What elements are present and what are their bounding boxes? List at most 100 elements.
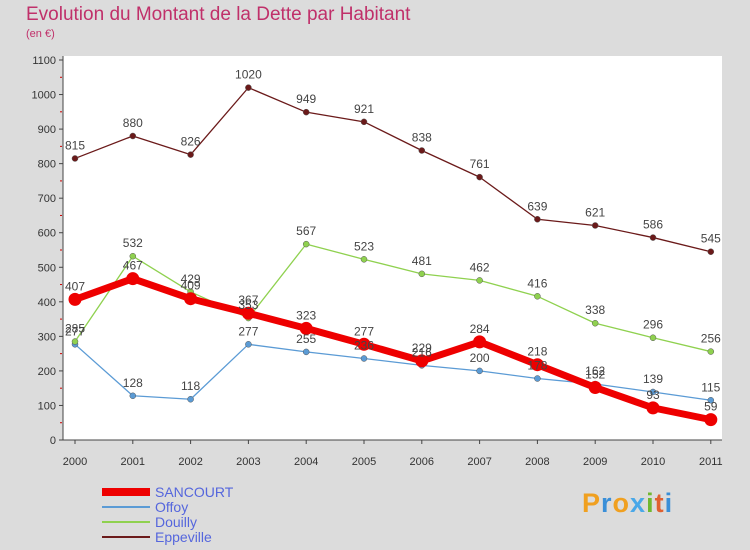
data-point-douilly (534, 293, 541, 300)
y-tick-label: 500 (38, 262, 56, 274)
series-line-sancourt (73, 275, 712, 424)
data-point-eppeville (302, 108, 310, 116)
data-point-douilly (129, 252, 137, 260)
data-point-offoy (187, 395, 194, 403)
y-tick-label: 0 (50, 435, 56, 447)
data-point-eppeville (591, 222, 599, 229)
data-label-douilly: 338 (585, 303, 605, 317)
data-label-eppeville: 586 (643, 218, 663, 232)
plot-background (63, 56, 722, 440)
y-tick-label: 1000 (32, 90, 56, 102)
data-label-eppeville: 639 (527, 199, 547, 213)
data-label-sancourt: 93 (646, 388, 660, 402)
data-point-eppeville (534, 216, 541, 223)
data-label-offoy: 118 (181, 379, 200, 393)
data-point-sancourt (704, 413, 718, 427)
data-point-sancourt (473, 335, 487, 349)
data-point-sancourt (184, 292, 198, 306)
data-point-offoy (129, 392, 137, 400)
data-label-eppeville: 880 (123, 116, 143, 130)
data-label-eppeville: 1020 (235, 68, 262, 82)
data-point-eppeville (707, 248, 715, 255)
series-line-offoy (74, 343, 711, 401)
data-label-douilly: 429 (181, 272, 201, 286)
data-label-offoy: 277 (238, 324, 258, 338)
chart-title: Evolution du Montant de la Dette par Hab… (26, 4, 411, 25)
data-point-eppeville (476, 173, 483, 181)
data-label-sancourt: 59 (704, 400, 718, 414)
data-label-sancourt: 323 (296, 308, 316, 322)
data-label-sancourt: 277 (354, 324, 374, 338)
x-tick-label: 2001 (121, 456, 145, 468)
x-tick-label: 2009 (583, 456, 607, 468)
data-label-sancourt: 229 (412, 341, 432, 355)
data-point-eppeville (360, 118, 368, 126)
data-label-sancourt: 152 (585, 367, 605, 381)
y-tick-label: 1100 (32, 55, 56, 67)
series-line-douilly (74, 243, 711, 353)
data-label-douilly: 567 (296, 224, 316, 238)
data-label-douilly: 296 (643, 318, 663, 332)
data-point-douilly (591, 319, 599, 327)
x-tick-label: 2002 (178, 456, 202, 468)
data-label-sancourt: 407 (65, 279, 85, 293)
data-label-offoy: 178 (527, 359, 547, 373)
x-tick-label: 2008 (525, 456, 549, 468)
y-tick-label: 100 (38, 400, 56, 412)
data-label-eppeville: 815 (65, 138, 85, 152)
data-label-eppeville: 949 (296, 92, 316, 106)
data-label-offoy: 277 (65, 324, 85, 338)
data-point-douilly (71, 338, 79, 345)
data-point-douilly (649, 334, 657, 341)
proxiti-logo: Proxiti (582, 488, 674, 518)
data-point-douilly (302, 240, 310, 248)
y-tick-label: 800 (38, 159, 56, 171)
data-label-offoy: 200 (470, 351, 490, 365)
legend-label-sancourt: SANCOURT (155, 484, 234, 500)
data-point-sancourt (68, 292, 82, 306)
data-point-eppeville (71, 155, 79, 162)
data-label-sancourt: 409 (181, 279, 201, 293)
data-point-sancourt (299, 321, 313, 335)
data-point-sancourt (241, 306, 255, 320)
y-tick-label: 900 (38, 124, 56, 136)
data-label-eppeville: 838 (412, 131, 432, 145)
x-tick-label: 2004 (294, 456, 318, 468)
data-label-sancourt: 367 (238, 293, 258, 307)
data-label-douilly: 523 (354, 239, 374, 253)
series-line-eppeville (74, 86, 711, 253)
data-point-offoy (245, 341, 252, 348)
data-point-eppeville (187, 151, 194, 158)
data-label-eppeville: 826 (181, 135, 201, 149)
data-label-offoy: 139 (643, 372, 663, 386)
x-tick-label: 2010 (641, 456, 665, 468)
data-label-sancourt: 467 (123, 259, 143, 273)
data-label-offoy: 255 (296, 332, 316, 346)
data-label-douilly: 462 (470, 260, 490, 274)
data-label-eppeville: 545 (701, 232, 721, 246)
x-tick-label: 2005 (352, 456, 376, 468)
data-label-douilly: 256 (701, 332, 721, 346)
data-point-douilly (418, 270, 426, 278)
data-point-sancourt (415, 354, 429, 368)
chart-subtitle: (en €) (26, 28, 55, 40)
y-tick-label: 300 (38, 331, 56, 343)
data-point-sancourt (588, 380, 602, 394)
x-tick-label: 2007 (467, 456, 491, 468)
legend-label-douilly: Douilly (155, 514, 197, 530)
data-point-douilly (476, 277, 483, 284)
data-label-offoy: 115 (701, 380, 720, 394)
data-label-douilly: 353 (238, 298, 258, 312)
data-label-sancourt: 284 (470, 322, 490, 336)
data-point-sancourt (126, 272, 140, 286)
y-tick-label: 400 (38, 297, 56, 309)
data-point-offoy (302, 348, 310, 356)
data-point-offoy (707, 397, 715, 404)
data-point-eppeville (245, 84, 252, 91)
data-label-offoy: 216 (412, 345, 432, 359)
data-point-eppeville (418, 147, 426, 154)
data-label-offoy: 162 (585, 364, 605, 378)
data-label-douilly: 285 (65, 322, 85, 336)
